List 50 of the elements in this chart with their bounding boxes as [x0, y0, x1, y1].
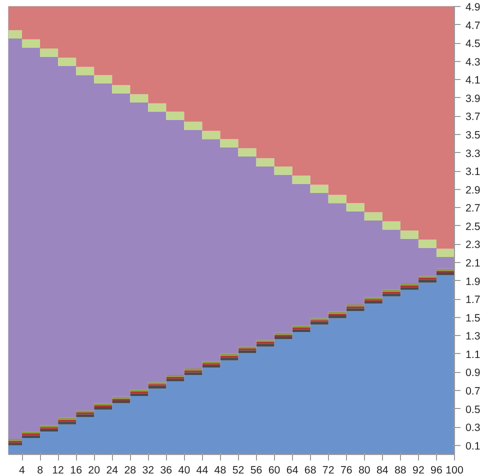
x-tick-label: 4 — [19, 464, 26, 476]
y-tick-label: 0.7 — [466, 386, 480, 398]
y-tick-label: 4.3 — [466, 56, 480, 68]
y-tick-label: 2.1 — [466, 258, 480, 270]
y-tick-label: 0.1 — [466, 440, 480, 452]
x-tick-label: 48 — [214, 464, 226, 476]
x-tick-label: 88 — [394, 464, 406, 476]
y-tick-label: 0.3 — [466, 422, 480, 434]
y-tick-label: 1.9 — [466, 276, 480, 288]
y-tick-label: 0.5 — [466, 404, 480, 416]
y-tick-label: 3.1 — [466, 166, 480, 178]
x-tick-label: 60 — [268, 464, 280, 476]
x-tick-label: 28 — [124, 464, 136, 476]
y-tick-label: 2.5 — [466, 220, 480, 233]
y-tick-label: 2.7 — [466, 202, 480, 215]
y-tick-label: 0.9 — [466, 367, 480, 380]
y-tick-label: 3.3 — [466, 148, 480, 160]
x-tick-label: 44 — [196, 464, 208, 476]
x-tick-label: 56 — [250, 464, 262, 476]
x-tick-label: 80 — [358, 464, 370, 476]
x-tick-label: 36 — [160, 464, 172, 476]
y-tick-label: 2.9 — [466, 184, 480, 196]
x-tick-label: 24 — [106, 464, 118, 476]
y-tick-label: 1.7 — [466, 294, 480, 306]
y-tick-label: 3.5 — [466, 130, 480, 142]
y-tick-label: 1.3 — [466, 330, 480, 343]
x-tick-label: 76 — [340, 464, 352, 476]
x-tick-label: 100 — [446, 464, 464, 476]
x-tick-label: 72 — [322, 464, 334, 476]
x-tick-label: 20 — [88, 464, 100, 476]
x-tick-label: 68 — [304, 464, 316, 476]
y-tick-label: 4.9 — [466, 2, 480, 14]
x-tick-label: 52 — [232, 464, 244, 476]
y-tick-label: 3.7 — [466, 111, 480, 124]
y-tick-label: 1.5 — [466, 312, 480, 324]
x-tick-label: 12 — [52, 464, 64, 476]
x-tick-label: 64 — [286, 464, 298, 476]
x-tick-label: 84 — [376, 464, 388, 476]
x-tick-label: 40 — [178, 464, 190, 476]
x-tick-label: 16 — [70, 464, 82, 476]
y-tick-label: 1.1 — [466, 348, 480, 361]
x-tick-label: 92 — [412, 464, 424, 476]
y-tick-label: 4.5 — [466, 38, 480, 50]
y-tick-label: 4.7 — [466, 20, 480, 32]
y-tick-label: 4.1 — [466, 74, 480, 87]
y-tick-label: 3.9 — [466, 92, 480, 105]
x-tick-label: 32 — [142, 464, 154, 476]
x-tick-label: 96 — [430, 464, 442, 476]
y-tick-label: 2.3 — [466, 239, 480, 252]
x-tick-label: 8 — [37, 464, 44, 476]
